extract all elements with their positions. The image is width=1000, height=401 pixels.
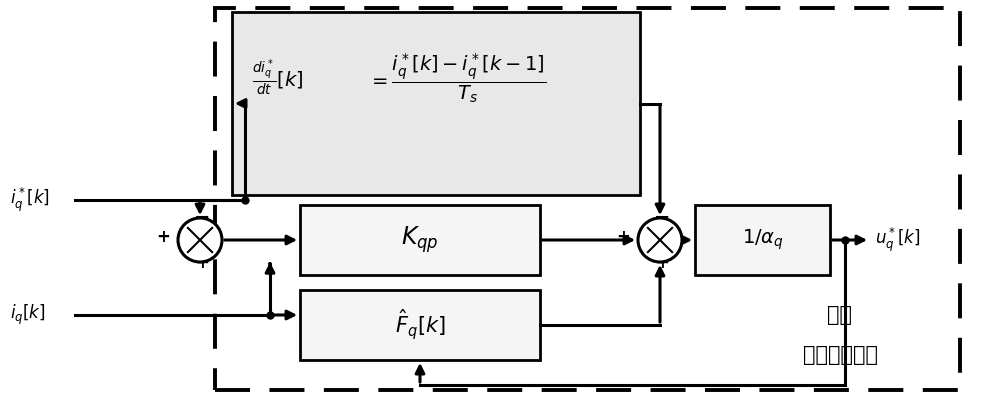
Text: +: + (156, 228, 170, 246)
Text: −: − (654, 208, 670, 227)
Circle shape (638, 218, 682, 262)
Text: 交轴: 交轴 (828, 305, 852, 325)
Text: $K_{qp}$: $K_{qp}$ (401, 225, 439, 255)
Bar (232, 12, 640, 195)
Text: $1/\alpha_q$: $1/\alpha_q$ (742, 228, 783, 252)
Text: +: + (195, 254, 209, 272)
Text: +: + (616, 228, 630, 246)
Bar (300, 290, 540, 360)
Text: 无模型控制器: 无模型控制器 (802, 345, 878, 365)
Bar (215, 8, 960, 390)
Text: $\frac{di_q^*}{dt}[k]$: $\frac{di_q^*}{dt}[k]$ (252, 57, 304, 99)
Text: −: − (194, 208, 210, 227)
Text: $u_q^*[k]$: $u_q^*[k]$ (875, 226, 920, 254)
Text: $i_q^*[k]$: $i_q^*[k]$ (10, 186, 50, 214)
Text: +: + (655, 254, 669, 272)
Circle shape (178, 218, 222, 262)
Text: $i_q[k]$: $i_q[k]$ (10, 303, 46, 327)
Bar (695, 205, 830, 275)
Bar (300, 205, 540, 275)
Text: $=\dfrac{i_q^*[k]-i_q^*[k-1]}{T_s}$: $=\dfrac{i_q^*[k]-i_q^*[k-1]}{T_s}$ (368, 51, 546, 105)
Text: $\hat{F}_q[k]$: $\hat{F}_q[k]$ (395, 308, 445, 342)
